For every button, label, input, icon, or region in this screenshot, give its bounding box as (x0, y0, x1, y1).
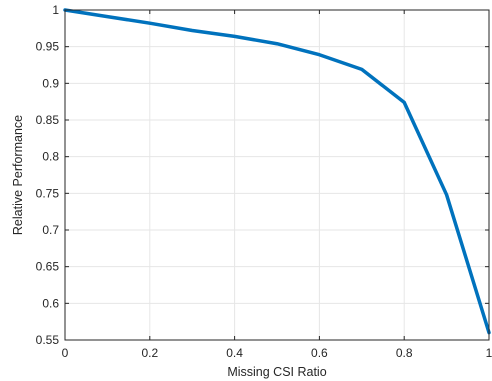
y-tick-label: 0.85 (36, 113, 60, 127)
y-tick-label: 0.8 (42, 150, 59, 164)
x-axis: 0 0.2 0.4 0.6 0.8 1 (62, 10, 492, 360)
x-tick-label: 0.4 (226, 346, 243, 360)
x-tick-label: 1 (486, 346, 492, 360)
x-tick-label: 0.6 (311, 346, 328, 360)
y-tick-label: 0.7 (42, 223, 59, 237)
y-tick-label: 0.65 (36, 260, 60, 274)
x-axis-label: Missing CSI Ratio (227, 365, 326, 379)
x-tick-label: 0.2 (141, 346, 158, 360)
y-axis-label: Relative Performance (11, 115, 25, 235)
y-tick-label: 0.75 (36, 186, 60, 200)
y-axis: 0.55 0.6 0.65 0.7 0.75 0.8 0.85 0.9 0.95 1 (36, 3, 489, 347)
series-line (63, 8, 491, 335)
series-layer (63, 8, 491, 335)
y-tick-label: 0.95 (36, 40, 60, 54)
x-tick-label: 0 (62, 346, 69, 360)
x-tick-label: 0.8 (396, 346, 413, 360)
y-tick-label: 0.6 (42, 296, 59, 310)
plot-frame (64, 9, 490, 341)
plot-background (65, 10, 489, 340)
y-tick-label: 0.9 (42, 76, 59, 90)
y-tick-label: 0.55 (36, 333, 60, 347)
y-tick-label: 1 (52, 3, 59, 17)
